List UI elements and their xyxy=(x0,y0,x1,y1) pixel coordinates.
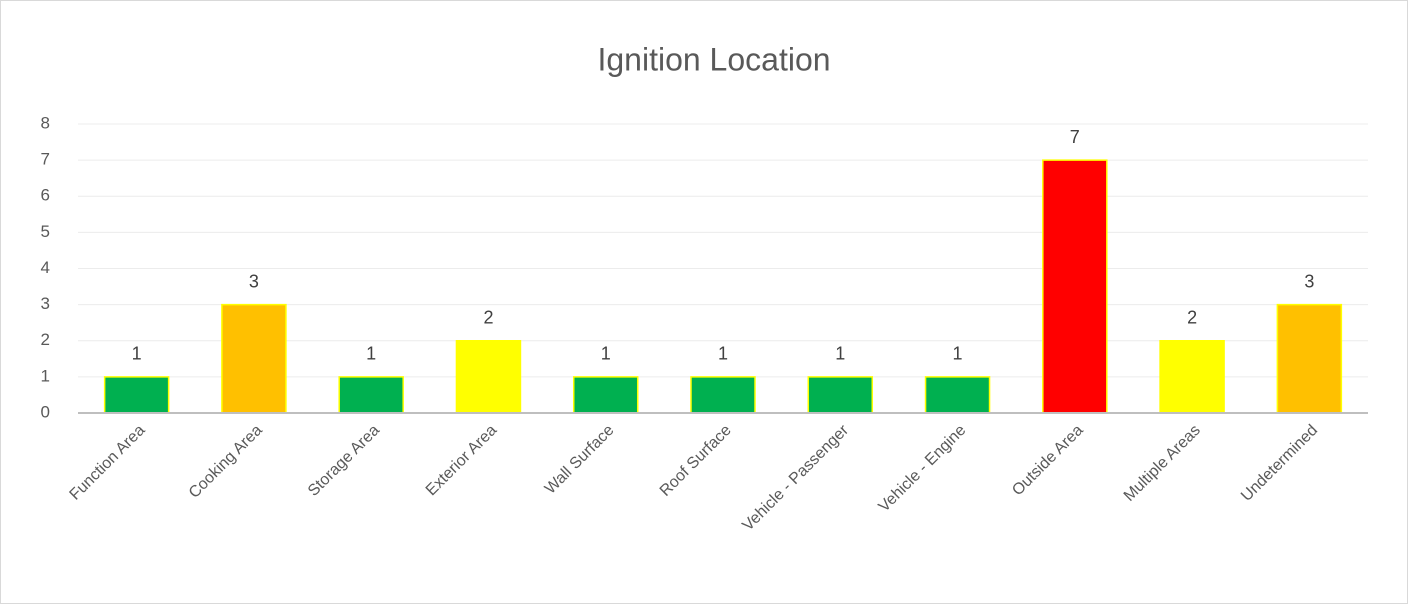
y-tick-label: 8 xyxy=(41,113,50,132)
bar xyxy=(1042,159,1108,414)
value-label: 1 xyxy=(835,344,845,364)
bar xyxy=(1159,340,1225,414)
value-label: 3 xyxy=(1304,271,1314,291)
bar xyxy=(221,303,287,414)
bar xyxy=(807,376,874,414)
y-tick-label: 3 xyxy=(41,294,50,313)
y-tick-label: 7 xyxy=(41,150,50,169)
bar xyxy=(924,376,991,414)
value-label: 3 xyxy=(249,271,259,291)
chart-title: Ignition Location xyxy=(597,41,830,77)
y-tick-label: 2 xyxy=(41,330,50,349)
bar xyxy=(572,376,639,414)
bar xyxy=(690,376,756,414)
y-tick-label: 0 xyxy=(41,402,50,421)
value-label: 2 xyxy=(1187,308,1197,328)
value-label: 1 xyxy=(601,344,611,364)
bar xyxy=(1276,303,1343,414)
value-label: 1 xyxy=(366,344,376,364)
value-label: 1 xyxy=(132,344,142,364)
value-label: 7 xyxy=(1070,127,1080,147)
bar xyxy=(338,376,404,414)
value-label: 2 xyxy=(483,308,493,328)
value-label: 1 xyxy=(953,344,963,364)
y-tick-label: 4 xyxy=(41,258,50,277)
y-tick-label: 5 xyxy=(41,222,50,241)
value-label: 1 xyxy=(718,344,728,364)
y-tick-label: 6 xyxy=(41,186,50,205)
y-tick-label: 1 xyxy=(41,366,50,385)
bar xyxy=(103,376,170,414)
bar xyxy=(455,340,522,414)
